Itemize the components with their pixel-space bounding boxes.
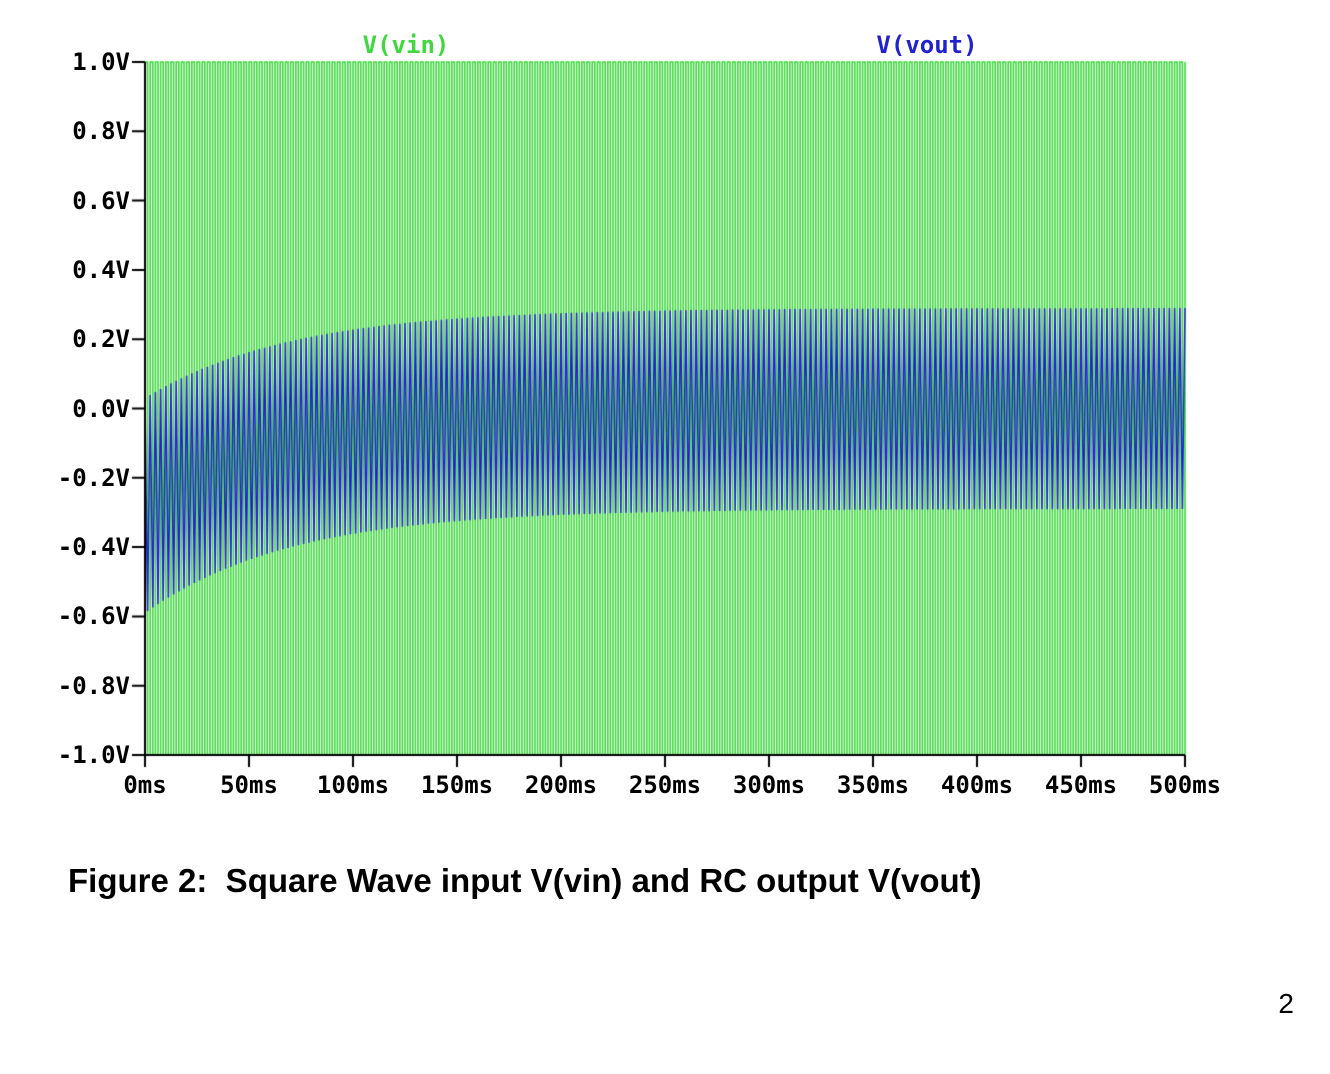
y-tick-label: -0.8V bbox=[57, 671, 130, 700]
x-tick-label: 250ms bbox=[628, 771, 702, 799]
legend-vout-label: V(vout) bbox=[876, 31, 978, 59]
x-tick-label: 0ms bbox=[123, 771, 167, 799]
y-tick-label: -0.2V bbox=[57, 463, 130, 492]
y-tick-label: 0.2V bbox=[72, 325, 130, 354]
y-tick-label: 0.6V bbox=[72, 186, 130, 215]
y-tick-label: -0.6V bbox=[57, 602, 130, 631]
y-tick-label: 0.4V bbox=[72, 255, 130, 284]
x-tick-label: 400ms bbox=[940, 771, 1014, 799]
y-tick-label: -1.0V bbox=[57, 741, 130, 769]
x-tick-label: 500ms bbox=[1148, 771, 1222, 799]
x-tick-label: 300ms bbox=[732, 771, 806, 799]
legend-vin-label: V(vin) bbox=[362, 31, 450, 59]
x-tick-label: 450ms bbox=[1044, 771, 1118, 799]
page-number: 2 bbox=[1278, 988, 1294, 1019]
x-tick-label: 350ms bbox=[836, 771, 910, 799]
x-tick-label: 200ms bbox=[524, 771, 598, 799]
y-tick-label: 0.8V bbox=[72, 117, 130, 146]
y-tick-label: -0.4V bbox=[57, 533, 130, 562]
x-tick-label: 150ms bbox=[420, 771, 494, 799]
x-tick-label: 100ms bbox=[316, 771, 390, 799]
y-tick-label: 1.0V bbox=[72, 48, 130, 76]
figure-caption: Figure 2: Square Wave input V(vin) and R… bbox=[68, 862, 982, 899]
y-tick-label: 0.0V bbox=[72, 394, 130, 423]
x-tick-label: 50ms bbox=[220, 771, 278, 799]
